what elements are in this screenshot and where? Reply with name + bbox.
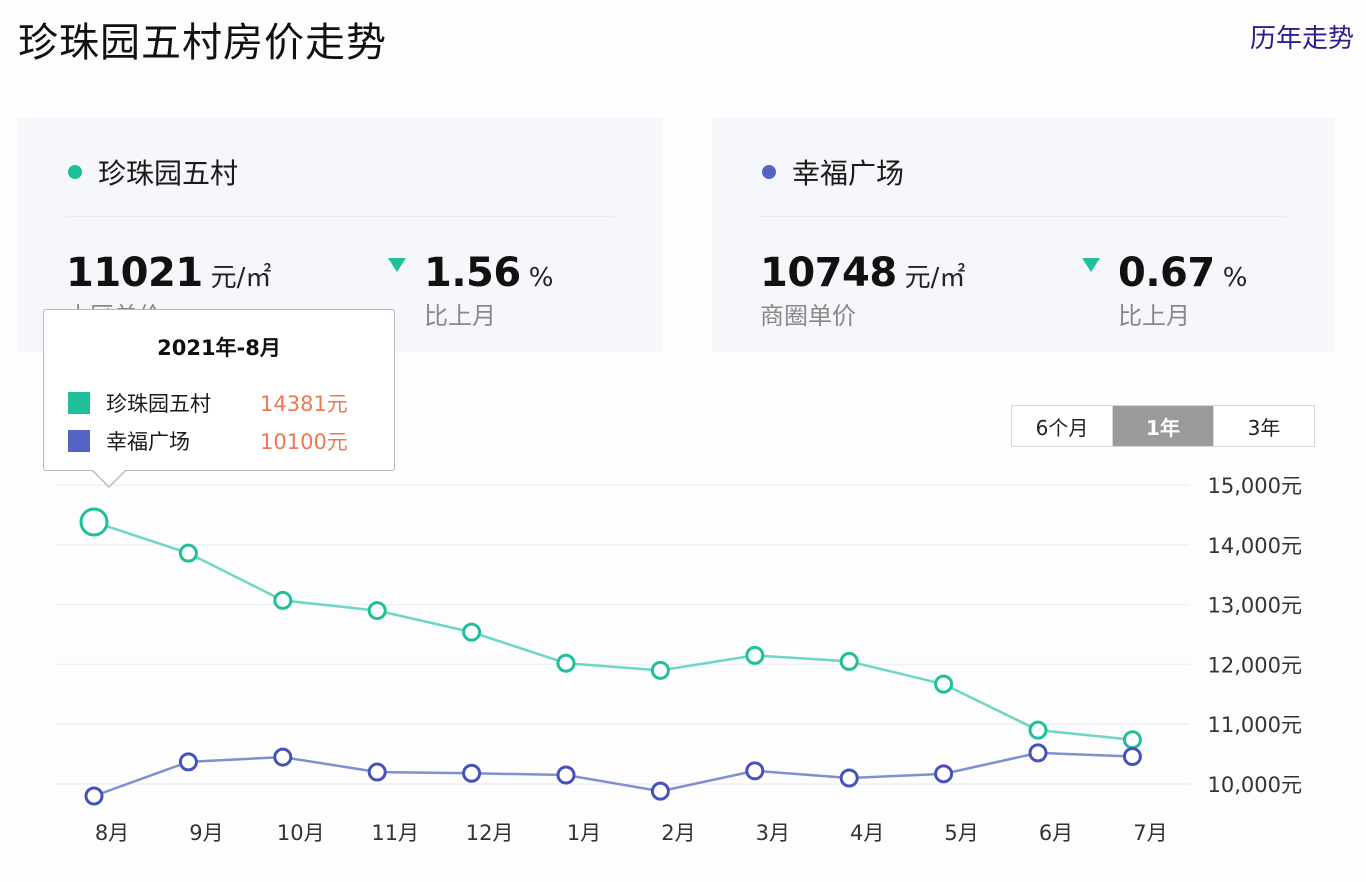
page-title: 珍珠园五村房价走势 — [18, 20, 387, 66]
data-point[interactable] — [934, 674, 954, 694]
card-divider — [66, 216, 614, 217]
data-point[interactable] — [1122, 746, 1142, 766]
triangle-down-icon — [1082, 258, 1100, 272]
data-point[interactable] — [745, 645, 765, 665]
tooltip-series-value: 14381元 — [260, 392, 348, 416]
community-price-value: 11021 — [66, 250, 203, 296]
data-point[interactable] — [273, 747, 293, 767]
data-point[interactable] — [556, 765, 576, 785]
district-change-value: 0.67 — [1118, 250, 1215, 296]
community-change-label: 比上月 — [424, 302, 496, 330]
district-price-unit: 元/㎡ — [904, 263, 966, 293]
community-change-value: 1.56 — [424, 250, 521, 296]
data-point[interactable] — [273, 590, 293, 610]
data-point[interactable] — [367, 762, 387, 782]
district-stat-card: 幸福广场 10748 元/㎡ 商圈单价 0.67% 比上月 — [712, 118, 1334, 352]
data-point[interactable] — [462, 622, 482, 642]
triangle-down-icon — [388, 258, 406, 272]
data-point[interactable] — [556, 653, 576, 673]
data-point[interactable] — [839, 768, 859, 788]
tooltip-pointer-icon — [91, 469, 127, 488]
y-tick-label: 12,000元 — [1208, 653, 1302, 677]
tooltip-series-name: 幸福广场 — [106, 430, 190, 454]
y-tick-label: 14,000元 — [1208, 534, 1302, 558]
y-tick-label: 11,000元 — [1208, 713, 1302, 737]
data-point[interactable] — [367, 601, 387, 621]
district-price-stat: 10748 元/㎡ 商圈单价 — [760, 250, 965, 331]
community-swatch-icon — [68, 392, 90, 414]
tooltip-title: 2021年-8月 — [157, 336, 281, 360]
x-tick-label: 3月 — [756, 821, 790, 845]
series-line-district — [93, 751, 1133, 798]
x-tick-label: 4月 — [850, 821, 884, 845]
series-line-community — [93, 520, 1133, 741]
district-change-stat: 0.67% 比上月 — [1082, 250, 1247, 331]
x-tick-label: 10月 — [277, 821, 325, 845]
data-point[interactable] — [650, 781, 670, 801]
district-legend-dot-icon — [762, 165, 776, 179]
data-point[interactable] — [84, 786, 104, 806]
x-tick-label: 2月 — [661, 821, 695, 845]
data-point[interactable] — [839, 651, 859, 671]
community-change-unit: % — [528, 263, 554, 293]
x-tick-label: 5月 — [944, 821, 978, 845]
range-option-1-year[interactable]: 1年 — [1112, 406, 1213, 446]
time-range-selector: 6个月 1年 3年 — [1011, 405, 1315, 447]
x-tick-label: 11月 — [371, 821, 419, 845]
tooltip-row-community: 珍珠园五村 14381元 — [68, 388, 348, 418]
district-price-value: 10748 — [760, 250, 897, 296]
x-tick-label: 12月 — [466, 821, 514, 845]
data-point[interactable] — [1028, 720, 1048, 740]
data-point[interactable] — [650, 660, 670, 680]
x-tick-label: 6月 — [1039, 821, 1073, 845]
data-point[interactable] — [79, 507, 109, 537]
district-price-label: 商圈单价 — [760, 302, 856, 330]
price-trend-chart[interactable]: 15,000元 14,000元 13,000元 12,000元 11,000元 10,00… — [0, 460, 1366, 882]
card-divider — [760, 216, 1286, 217]
range-option-6-months[interactable]: 6个月 — [1012, 406, 1112, 446]
tooltip-series-value: 10100元 — [260, 430, 348, 454]
data-point[interactable] — [462, 763, 482, 783]
data-point[interactable] — [1122, 730, 1142, 750]
community-legend-dot-icon — [68, 165, 82, 179]
x-tick-label: 7月 — [1133, 821, 1167, 845]
district-swatch-icon — [68, 430, 90, 452]
data-point[interactable] — [178, 752, 198, 772]
data-point[interactable] — [178, 543, 198, 563]
x-tick-label: 9月 — [189, 821, 223, 845]
tooltip-series-name: 珍珠园五村 — [106, 392, 211, 416]
district-change-label: 比上月 — [1118, 302, 1190, 330]
y-tick-label: 13,000元 — [1208, 594, 1302, 618]
district-change-unit: % — [1222, 263, 1248, 293]
district-card-header: 幸福广场 — [762, 152, 904, 192]
data-point[interactable] — [934, 764, 954, 784]
data-point[interactable] — [745, 761, 765, 781]
y-tick-label: 15,000元 — [1208, 474, 1302, 498]
community-price-unit: 元/㎡ — [210, 263, 272, 293]
community-name: 珍珠园五村 — [98, 157, 239, 190]
x-tick-label: 1月 — [567, 821, 601, 845]
district-name: 幸福广场 — [792, 157, 905, 190]
chart-tooltip: 2021年-8月 珍珠园五村 14381元 幸福广场 10100元 — [43, 309, 395, 471]
x-tick-label: 8月 — [95, 821, 129, 845]
tooltip-row-district: 幸福广场 10100元 — [68, 426, 348, 456]
community-card-header: 珍珠园五村 — [68, 152, 238, 192]
history-trend-link[interactable]: 历年走势 — [1249, 24, 1354, 54]
data-point[interactable] — [1028, 743, 1048, 763]
range-option-3-years[interactable]: 3年 — [1213, 406, 1314, 446]
community-change-stat: 1.56% 比上月 — [388, 250, 553, 331]
y-tick-label: 10,000元 — [1208, 773, 1302, 797]
